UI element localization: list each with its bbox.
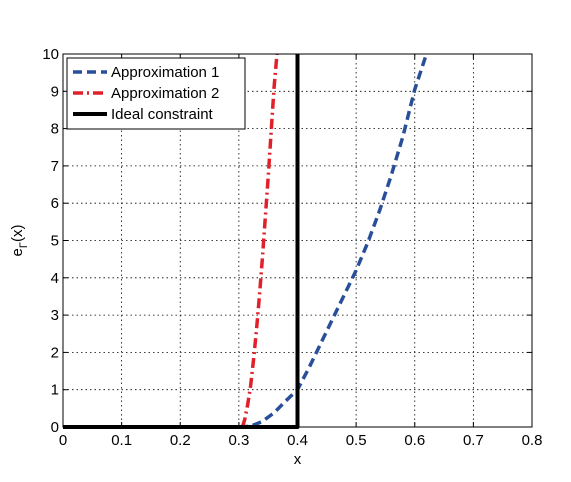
x-tick-label: 0 [59,432,67,449]
y-tick-label: 1 [51,382,59,399]
x-tick-label: 0.4 [287,432,308,449]
y-axis-label: eΓ(x) [9,225,30,257]
y-tick-label: 8 [51,121,59,138]
y-tick-label: 9 [51,83,59,100]
ticks: 0 0.1 0.2 0.3 0.4 0.5 0.6 0.7 0.8 0 1 2 3 4 5 6 7 8 9 10 [42,46,542,449]
series-line-approximation-2 [240,53,279,428]
legend-entry: Ideal constraint [111,106,214,123]
x-tick-label: 0.3 [228,432,249,449]
x-axis-label: x [294,451,302,468]
y-tick-label: 0 [51,419,59,436]
y-tick-label: 7 [51,158,59,175]
y-tick-label: 6 [51,195,59,212]
x-tick-label: 0.8 [522,432,543,449]
series-line-approximation-1 [238,53,429,429]
x-tick-label: 0.5 [346,432,367,449]
y-tick-label: 10 [42,46,59,63]
y-axis-label-suffix: (x) [9,225,26,243]
y-axis-label-main: e [9,248,26,256]
legend: Approximation 1 Approximation 2 Ideal cons… [66,57,246,130]
legend-entry: Approximation 1 [111,64,219,81]
x-tick-label: 0.7 [463,432,484,449]
x-tick-label: 0.2 [170,432,191,449]
y-tick-label: 5 [51,233,59,250]
y-tick-label: 4 [51,270,59,287]
y-tick-label: 3 [51,307,59,324]
x-tick-label: 0.6 [404,432,425,449]
legend-box [66,57,246,130]
y-axis-label-subscript: Γ [18,242,30,248]
x-tick-label: 0.1 [111,432,132,449]
legend-entry: Approximation 2 [111,85,219,102]
y-tick-label: 2 [51,344,59,361]
